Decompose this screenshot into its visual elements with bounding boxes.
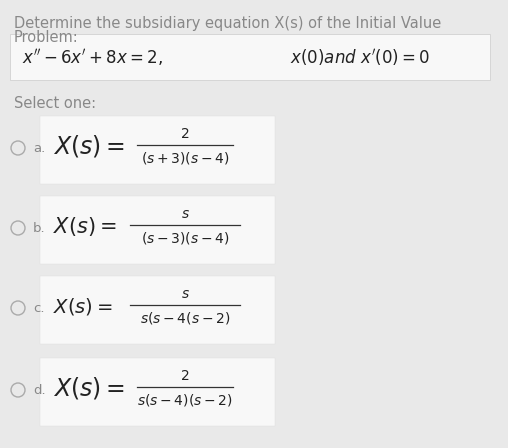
- Text: d.: d.: [33, 383, 46, 396]
- Text: $2$: $2$: [180, 127, 189, 141]
- Text: a.: a.: [33, 142, 45, 155]
- FancyBboxPatch shape: [40, 196, 275, 264]
- FancyBboxPatch shape: [10, 34, 490, 80]
- Text: $s$: $s$: [180, 287, 189, 301]
- Text: $\mathit{X}(s) =$: $\mathit{X}(s) =$: [53, 375, 125, 401]
- Text: $(s - 3)(s - 4)$: $(s - 3)(s - 4)$: [141, 230, 229, 246]
- Text: $\mathit{X}(s) =$: $\mathit{X}(s) =$: [53, 133, 125, 159]
- FancyBboxPatch shape: [40, 116, 275, 184]
- Text: $\mathit{X}(s) =$: $\mathit{X}(s) =$: [53, 296, 113, 316]
- Text: $x(0)\mathit{and}\ x'(0) = 0$: $x(0)\mathit{and}\ x'(0) = 0$: [290, 47, 430, 68]
- Text: $s(s - 4(s - 2)$: $s(s - 4(s - 2)$: [140, 310, 230, 326]
- Text: Select one:: Select one:: [14, 96, 96, 111]
- FancyBboxPatch shape: [40, 276, 275, 344]
- Text: $(s+3)(s-4)$: $(s+3)(s-4)$: [141, 150, 229, 166]
- Text: c.: c.: [33, 302, 45, 314]
- Text: $\mathit{X}(s) =$: $\mathit{X}(s) =$: [53, 215, 117, 237]
- Text: $x'' - 6x' + 8x = 2,$: $x'' - 6x' + 8x = 2,$: [22, 47, 163, 68]
- Text: $s$: $s$: [180, 207, 189, 221]
- Text: $2$: $2$: [180, 369, 189, 383]
- FancyBboxPatch shape: [40, 358, 275, 426]
- Text: Determine the subsidiary equation X(s) of the Initial Value: Determine the subsidiary equation X(s) o…: [14, 16, 441, 31]
- Text: b.: b.: [33, 221, 46, 234]
- Text: Problem:: Problem:: [14, 30, 79, 45]
- Text: $s(s-4)(s-2)$: $s(s-4)(s-2)$: [137, 392, 233, 408]
